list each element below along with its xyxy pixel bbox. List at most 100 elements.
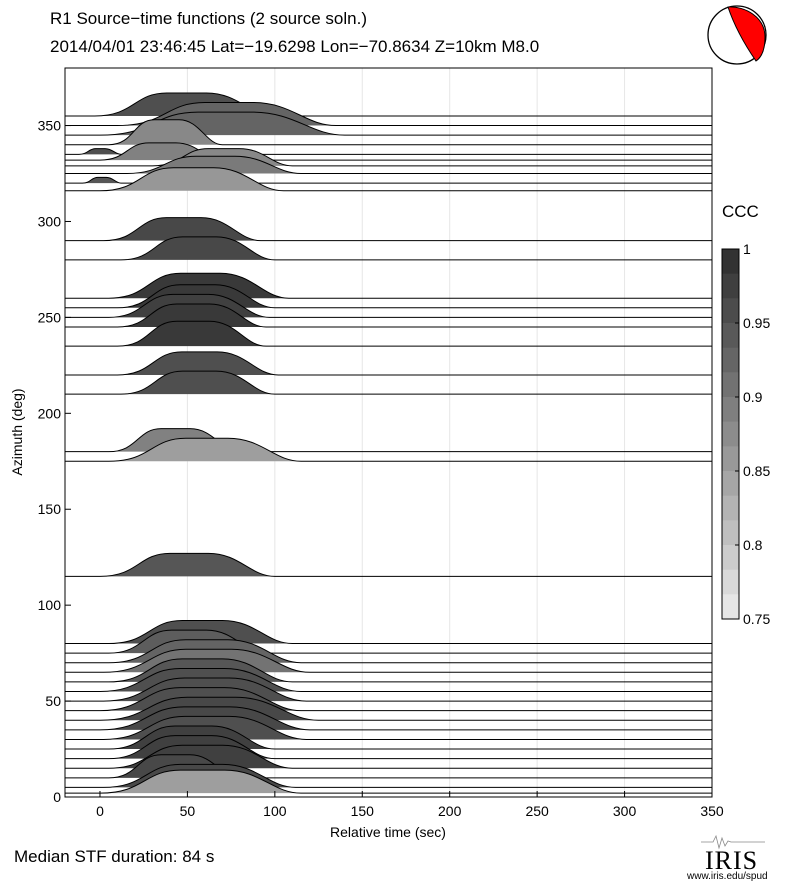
- stf-trace-line: [65, 176, 712, 184]
- iris-url: www.iris.edu/spud: [687, 871, 768, 882]
- x-tick-label: 350: [700, 803, 724, 819]
- stf-trace-fill: [65, 142, 712, 161]
- colorbar-segment: [722, 594, 739, 620]
- y-tick-label: 200: [38, 405, 62, 421]
- y-tick-label: 50: [45, 693, 61, 709]
- stf-trace-fill: [65, 92, 712, 116]
- x-tick-label: 50: [180, 803, 196, 819]
- colorbar-segment: [722, 372, 739, 398]
- stf-trace-line: [65, 763, 712, 788]
- stf-trace-fill: [65, 167, 712, 191]
- plot-frame: [64, 67, 713, 798]
- colorbar-tick-label: 0.95: [743, 315, 770, 331]
- y-tick-label: 250: [38, 309, 62, 325]
- ccc-colorbar: 0.75 0.8 0.85 0.9 0.95 1: [721, 241, 770, 627]
- beachball-icon: [707, 5, 767, 65]
- stf-trace-line: [65, 236, 712, 261]
- stf-trace-line: [65, 217, 712, 242]
- iris-wordmark: IRIS: [705, 846, 759, 875]
- chart-title: R1 Source−time functions (2 source soln.…: [50, 9, 368, 28]
- stf-trace-line: [65, 293, 712, 318]
- stf-trace-fill: [65, 745, 712, 769]
- x-tick-label: 300: [613, 803, 637, 819]
- stf-trace-line: [65, 687, 712, 712]
- colorbar-tick-label: 0.75: [743, 611, 770, 627]
- stf-trace-line: [65, 667, 712, 692]
- stf-trace-line: [65, 620, 712, 645]
- stf-trace-line: [65, 735, 712, 760]
- y-tick-label: 100: [38, 597, 62, 613]
- colorbar-label: CCC: [722, 202, 759, 221]
- colorbar-tick-label: 1: [743, 241, 751, 257]
- stf-trace-fill: [65, 112, 712, 136]
- x-tick-label: 200: [438, 803, 462, 819]
- stf-trace-fill: [65, 438, 712, 462]
- stf-trace-line: [65, 320, 712, 347]
- stf-trace-line: [65, 284, 712, 309]
- stf-trace-line: [65, 437, 712, 462]
- stf-trace-line: [65, 111, 712, 136]
- colorbar-segment: [722, 421, 739, 447]
- traces: [65, 92, 712, 794]
- colorbar-segment: [722, 520, 739, 546]
- stf-trace-line: [65, 696, 712, 721]
- stf-trace-line: [65, 119, 712, 146]
- colorbar-frame: [721, 248, 740, 620]
- stf-trace-fill: [65, 236, 712, 260]
- stf-trace-fill: [65, 119, 712, 145]
- stf-trace-fill: [65, 321, 712, 347]
- y-axis-label: Azimuth (deg): [9, 388, 25, 475]
- colorbar-segment: [722, 569, 739, 595]
- colorbar-segment: [722, 397, 739, 423]
- stf-trace-fill: [65, 770, 712, 794]
- colorbar-segment: [722, 323, 739, 349]
- y-tick-label: 300: [38, 213, 62, 229]
- x-tick-label: 0: [96, 803, 104, 819]
- stf-trace-line: [65, 725, 712, 750]
- stf-trace-line: [65, 155, 712, 175]
- x-tick-label: 100: [263, 803, 287, 819]
- stf-trace-line: [65, 658, 712, 683]
- stf-trace-line: [65, 552, 712, 577]
- colorbar-segment: [722, 471, 739, 497]
- y-tick-label: 150: [38, 501, 62, 517]
- stf-trace-line: [65, 744, 712, 769]
- stf-trace-line: [65, 648, 712, 673]
- stf-trace-line: [65, 715, 712, 740]
- colorbar-tick-label: 0.8: [743, 537, 763, 553]
- colorbar-segment: [722, 545, 739, 571]
- y-tick-label: 350: [38, 118, 62, 134]
- x-axis-label: Relative time (sec): [330, 824, 446, 840]
- colorbar-segment: [722, 446, 739, 472]
- colorbar-segment: [722, 347, 739, 373]
- iris-logo: IRIS www.iris.edu/spud: [683, 832, 783, 884]
- colorbar-segment: [722, 495, 739, 521]
- stf-trace-fill: [65, 371, 712, 395]
- stf-trace-fill: [65, 553, 712, 577]
- stf-trace-line: [65, 677, 712, 702]
- colorbar-segment: [722, 298, 739, 324]
- colorbar-segment: [722, 249, 739, 275]
- colorbar-tick-label: 0.9: [743, 389, 763, 405]
- colorbar-tick-label: 0.85: [743, 463, 770, 479]
- stf-trace-line: [65, 303, 712, 328]
- median-duration: Median STF duration: 84 s: [14, 847, 215, 866]
- y-tick-label: 0: [53, 789, 61, 805]
- stf-trace-line: [65, 706, 712, 731]
- iris-seismogram-icon: [701, 834, 765, 850]
- stf-trace-line: [65, 639, 712, 664]
- stf-trace-line: [65, 272, 712, 299]
- stf-trace-line: [65, 370, 712, 395]
- x-tick-label: 150: [351, 803, 375, 819]
- beachball-compression-quadrant: [727, 6, 766, 62]
- colorbar-segment: [722, 273, 739, 299]
- stf-trace-line: [65, 148, 712, 155]
- x-tick-label: 250: [525, 803, 549, 819]
- stf-trace-fill: [65, 217, 712, 241]
- stf-trace-line: [65, 167, 712, 192]
- stf-trace-fill: [65, 351, 712, 375]
- event-info: 2014/04/01 23:46:45 Lat=−19.6298 Lon=−70…: [50, 37, 540, 56]
- stf-trace-fill: [65, 303, 712, 327]
- axes: 0 50 100 150 200 250 300 350 0 50 100 150 200 250 300 3…: [38, 118, 724, 819]
